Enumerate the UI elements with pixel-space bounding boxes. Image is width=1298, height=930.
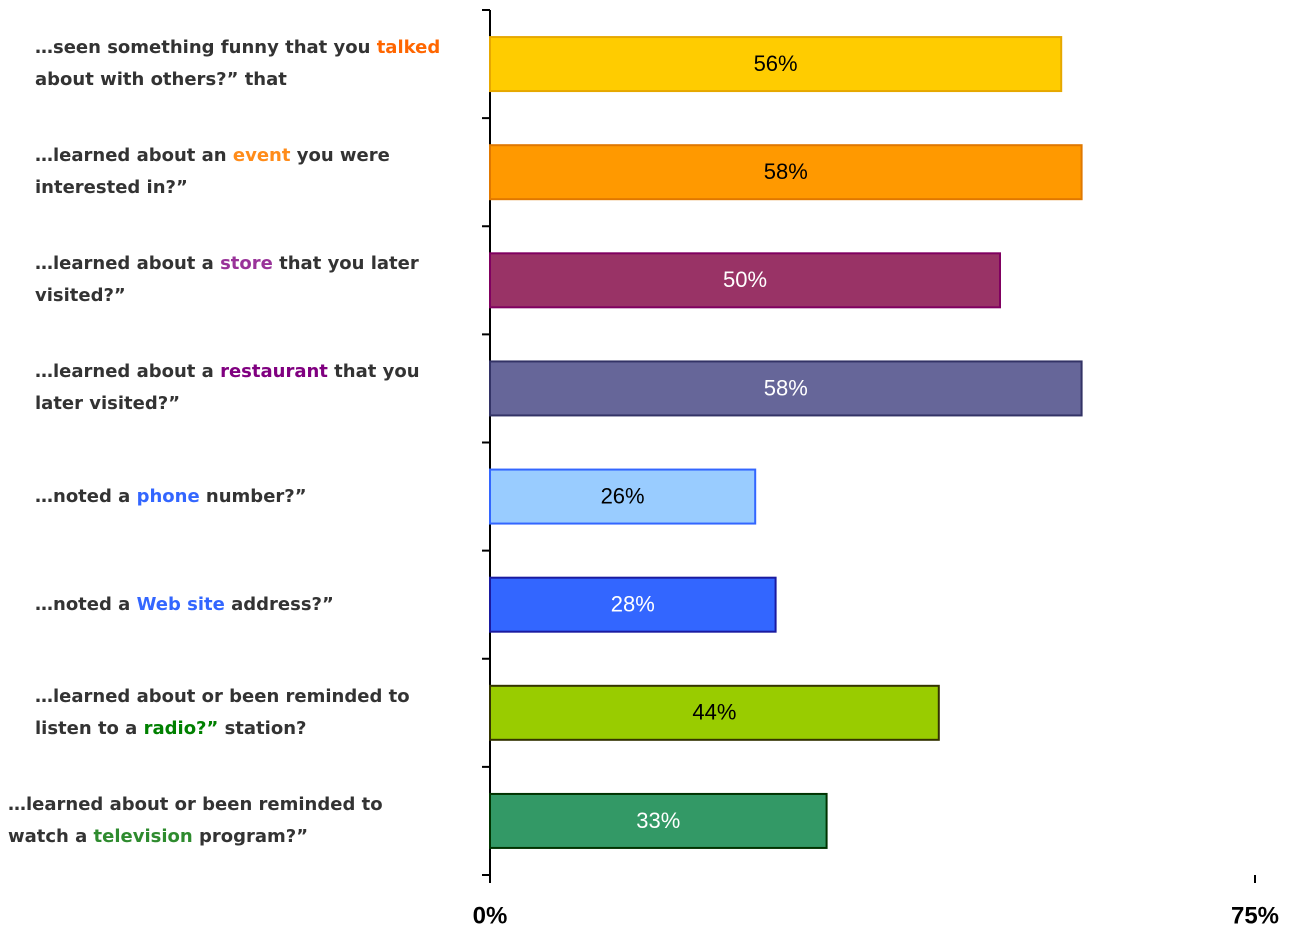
category-label: …learned about or been reminded to liste… [35, 659, 455, 767]
category-text: …seen something funny that you talked ab… [35, 32, 455, 96]
value-label: 58% [764, 375, 808, 400]
value-label: 28% [611, 592, 655, 617]
label-part: …seen something funny that you [35, 37, 377, 58]
highlight-word: radio?” [143, 717, 219, 739]
label-part: about with others?” that [35, 69, 287, 90]
category-text: …learned about or been reminded to liste… [35, 681, 455, 745]
value-label: 44% [692, 700, 736, 725]
value-label: 33% [636, 808, 680, 833]
label-part: that you later visited?” [35, 253, 419, 307]
category-label: …seen something funny that you talked ab… [35, 10, 455, 118]
x-tick-label: 0% [473, 902, 508, 929]
label-part: station? [218, 717, 307, 739]
label-part: you were interested in?” [35, 145, 390, 199]
value-label: 58% [764, 159, 808, 184]
highlight-word: Web site [136, 593, 225, 615]
category-label: …noted a phone number?” [35, 443, 455, 551]
x-tick-label: 75% [1231, 902, 1279, 929]
category-label: …learned about or been reminded to watch… [8, 767, 448, 875]
category-text: …learned about a store that you later vi… [35, 248, 455, 312]
label-part: …learned about an [35, 145, 233, 167]
highlight-word: event [232, 145, 291, 167]
category-label: …learned about a store that you later vi… [35, 226, 455, 334]
bar [489, 684, 940, 741]
highlight-word: phone [136, 485, 200, 507]
highlight-word: restaurant [220, 361, 328, 383]
bar [489, 576, 777, 633]
highlight-word: store [220, 253, 273, 275]
highlight-word: television [93, 825, 193, 847]
category-text: …learned about a restaurant that you lat… [35, 356, 455, 420]
value-label: 26% [601, 483, 645, 508]
label-part: …learned about or been reminded to liste… [35, 685, 410, 739]
category-text: …learned about an event you were interes… [35, 140, 455, 204]
label-part: program?” [192, 825, 309, 847]
value-label: 56% [754, 51, 798, 76]
bar [489, 252, 1001, 309]
bar [489, 360, 1083, 417]
category-text: …learned about or been reminded to watch… [8, 789, 448, 853]
highlight-word: talked [376, 37, 441, 58]
label-part: …learned about a [35, 253, 221, 275]
category-text: …noted a phone number?” [35, 481, 307, 513]
value-label: 50% [723, 267, 767, 292]
label-part: address?” [224, 593, 334, 615]
category-label: …learned about an event you were interes… [35, 118, 455, 226]
category-label: …noted a Web site address?” [35, 551, 455, 659]
bar [489, 36, 1063, 93]
bar [489, 144, 1083, 201]
bar [489, 792, 828, 849]
label-part: number?” [199, 485, 307, 507]
bar [489, 468, 757, 525]
label-part: …learned about or been reminded to watch… [8, 793, 383, 847]
category-text: …noted a Web site address?” [35, 589, 334, 621]
category-label: …learned about a restaurant that you lat… [35, 334, 455, 442]
label-part: …noted a [35, 593, 137, 615]
label-part: …noted a [35, 485, 137, 507]
label-part: that you later visited?” [35, 361, 420, 415]
label-part: …learned about a [35, 361, 221, 383]
